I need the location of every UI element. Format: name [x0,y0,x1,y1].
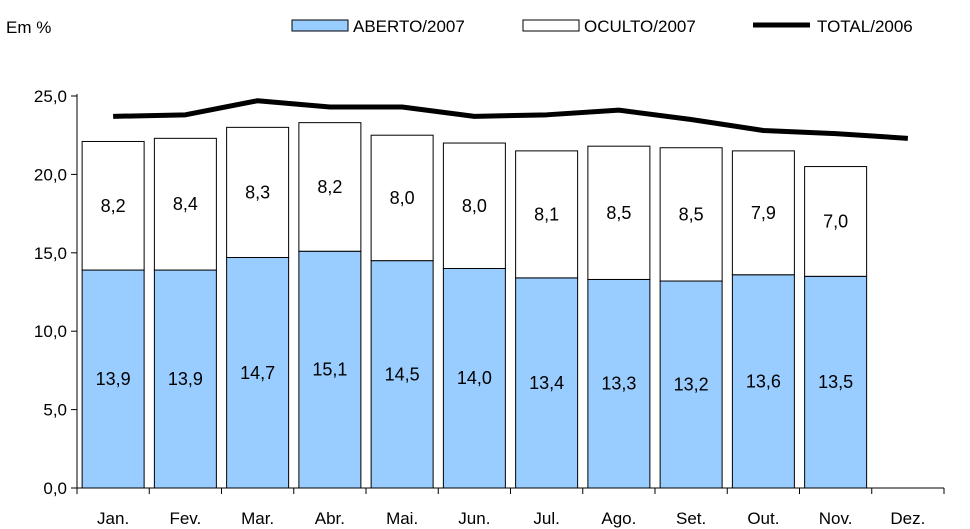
plot-area: 0,0 5,0 10,0 15,0 20,0 25,0 13,9 8,2 13,9 8,4 14,7… [34,87,944,528]
unit-label: Em % [6,18,51,37]
x-tick-label: Jun. [458,509,490,528]
bar-label-aberto: 13,2 [674,375,709,395]
bar-label-oculto: 8,0 [390,188,415,208]
y-tick-label: 25,0 [34,87,67,106]
legend-label-total: TOTAL/2006 [817,17,913,36]
bar-label-aberto: 13,3 [601,374,636,394]
bar-label-oculto: 8,1 [534,204,559,224]
bar-label-aberto: 14,7 [240,363,275,383]
bar-label-aberto: 13,4 [529,373,564,393]
y-tick-label: 0,0 [43,479,67,498]
bar-label-aberto: 14,0 [457,368,492,388]
bar-label-aberto: 13,9 [168,369,203,389]
legend-label-aberto: ABERTO/2007 [353,17,465,36]
x-tick-label: Jul. [533,509,559,528]
y-tick-label: 20,0 [34,165,67,184]
legend-item-total: TOTAL/2006 [753,17,913,36]
legend-item-oculto: OCULTO/2007 [523,17,696,36]
bar-label-oculto: 7,0 [823,211,848,231]
x-tick-label: Jan. [97,509,129,528]
legend-swatch-aberto [292,20,348,31]
y-tick-label: 15,0 [34,244,67,263]
y-tick-label: 10,0 [34,322,67,341]
bar-label-oculto: 7,9 [751,203,776,223]
bar-label-aberto: 13,5 [818,372,853,392]
x-tick-label: Mar. [241,509,274,528]
bar-label-oculto: 8,2 [317,177,342,197]
x-tick-label: Abr. [315,509,345,528]
bar-label-aberto: 13,9 [96,369,131,389]
x-tick-label: Nov. [819,509,853,528]
legend-label-oculto: OCULTO/2007 [584,17,696,36]
y-tick-label: 5,0 [43,401,67,420]
x-tick-label: Out. [747,509,779,528]
legend: ABERTO/2007 OCULTO/2007 TOTAL/2006 [292,17,913,36]
bar-label-aberto: 14,5 [385,364,420,384]
bar-label-oculto: 8,5 [606,203,631,223]
x-tick-label: Set. [676,509,706,528]
bar-label-oculto: 8,5 [679,204,704,224]
x-tick-label: Fev. [169,509,201,528]
bar-label-oculto: 8,4 [173,194,198,214]
bar-label-aberto: 13,6 [746,371,781,391]
x-tick-label: Dez. [890,509,925,528]
x-tick-label: Ago. [601,509,636,528]
x-tick-label: Mai. [386,509,418,528]
bar-label-oculto: 8,3 [245,182,270,202]
bar-label-aberto: 15,1 [312,360,347,380]
legend-swatch-oculto [523,20,579,31]
bar-label-oculto: 8,0 [462,196,487,216]
bar-label-oculto: 8,2 [101,196,126,216]
legend-item-aberto: ABERTO/2007 [292,17,465,36]
